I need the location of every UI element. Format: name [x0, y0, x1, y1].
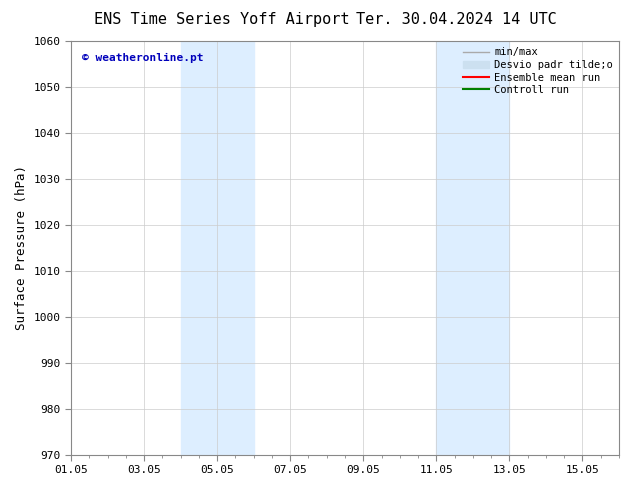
Text: Ter. 30.04.2024 14 UTC: Ter. 30.04.2024 14 UTC — [356, 12, 557, 27]
Text: © weatheronline.pt: © weatheronline.pt — [82, 53, 204, 64]
Y-axis label: Surface Pressure (hPa): Surface Pressure (hPa) — [15, 165, 28, 330]
Legend: min/max, Desvio padr tilde;o, Ensemble mean run, Controll run: min/max, Desvio padr tilde;o, Ensemble m… — [458, 43, 617, 99]
Text: ENS Time Series Yoff Airport: ENS Time Series Yoff Airport — [94, 12, 349, 27]
Bar — [436, 41, 509, 455]
Bar — [181, 41, 254, 455]
